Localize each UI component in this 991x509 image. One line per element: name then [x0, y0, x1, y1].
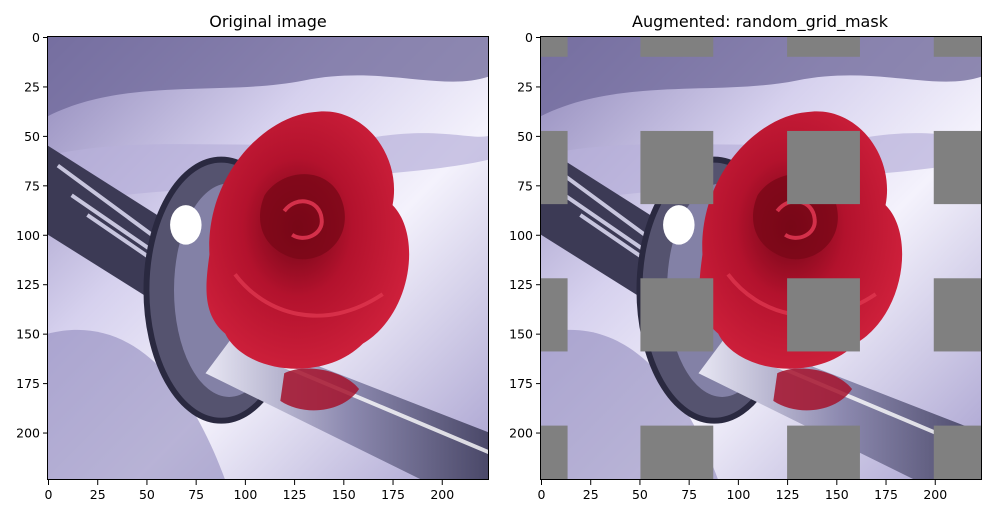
- y-tick-label: 175: [509, 376, 533, 391]
- grid-mask-cell: [640, 426, 713, 480]
- x-tick-label: 150: [825, 487, 849, 502]
- y-tick-label: 150: [16, 327, 40, 342]
- grid-mask-cell: [787, 131, 860, 204]
- grid-mask-cell: [640, 131, 713, 204]
- x-tick-label: 0: [538, 487, 546, 502]
- grid-mask-cell: [787, 426, 860, 480]
- image-panel-original: [48, 37, 489, 480]
- x-tick-label: 50: [632, 487, 648, 502]
- grid-mask-cell: [541, 37, 568, 57]
- x-tick-label: 125: [776, 487, 800, 502]
- image-panel-augmented: [541, 37, 982, 480]
- grid-mask-cell: [640, 37, 713, 57]
- grid-mask-cell: [934, 131, 982, 204]
- grid-mask-cell: [934, 37, 982, 57]
- grid-mask-cell: [541, 131, 568, 204]
- y-tick-label: 200: [16, 426, 40, 441]
- y-tick-label: 25: [517, 79, 533, 94]
- y-tick-label: 125: [509, 277, 533, 292]
- y-tick-label: 150: [509, 327, 533, 342]
- x-tick-label: 75: [681, 487, 697, 502]
- x-tick-label: 50: [139, 487, 155, 502]
- y-tick-label: 50: [517, 129, 533, 144]
- x-tick-label: 25: [90, 487, 106, 502]
- y-tick-label: 125: [16, 277, 40, 292]
- grid-mask-cell: [541, 278, 568, 351]
- x-tick-label: 100: [233, 487, 257, 502]
- y-tick-label: 75: [517, 178, 533, 193]
- x-tick-label: 175: [874, 487, 898, 502]
- x-tick-label: 125: [283, 487, 307, 502]
- x-tick-label: 100: [726, 487, 750, 502]
- x-tick-label: 25: [583, 487, 599, 502]
- y-tick-label: 200: [509, 426, 533, 441]
- grid-mask-cell: [787, 278, 860, 351]
- x-tick-label: 200: [430, 487, 454, 502]
- x-tick-label: 150: [332, 487, 356, 502]
- panel-title-original: Original image: [209, 12, 327, 31]
- y-tick-label: 175: [16, 376, 40, 391]
- grid-mask-cell: [787, 37, 860, 57]
- y-tick-label: 100: [509, 228, 533, 243]
- grid-mask-cell: [934, 426, 982, 480]
- grid-mask-cell: [541, 426, 568, 480]
- panel-title-augmented: Augmented: random_grid_mask: [632, 12, 889, 32]
- x-tick-label: 0: [45, 487, 53, 502]
- x-tick-label: 200: [923, 487, 947, 502]
- x-tick-label: 175: [381, 487, 405, 502]
- y-tick-label: 0: [525, 30, 533, 45]
- y-tick-label: 25: [24, 79, 40, 94]
- grid-mask-cell: [934, 278, 982, 351]
- y-tick-label: 100: [16, 228, 40, 243]
- x-tick-label: 75: [188, 487, 204, 502]
- y-tick-label: 75: [24, 178, 40, 193]
- y-tick-label: 0: [32, 30, 40, 45]
- y-tick-label: 50: [24, 129, 40, 144]
- grid-mask-cell: [640, 278, 713, 351]
